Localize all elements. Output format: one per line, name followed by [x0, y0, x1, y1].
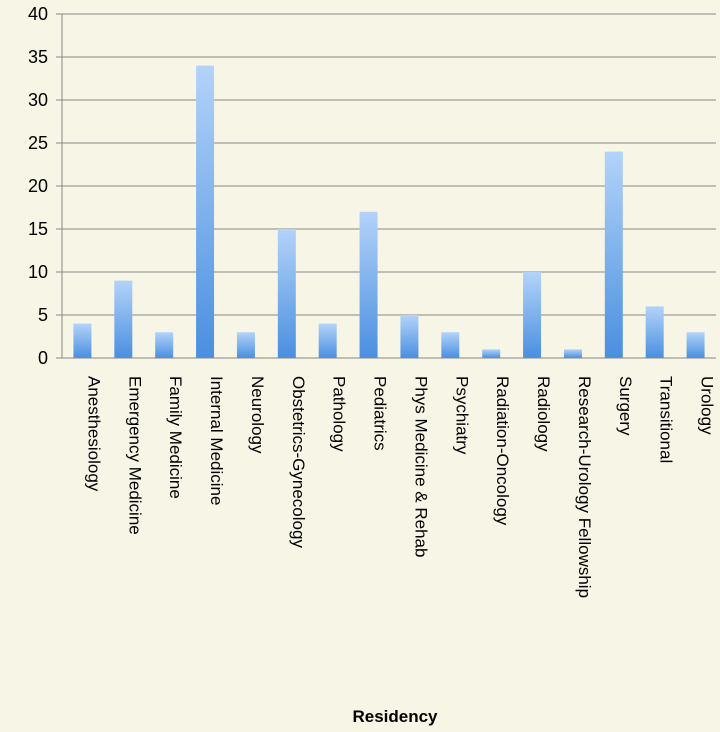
y-tick-label: 40 — [28, 4, 48, 24]
x-tick-label: Phys Medicine & Rehab — [411, 376, 430, 557]
y-tick-label: 0 — [38, 348, 48, 368]
y-tick-label: 10 — [28, 262, 48, 282]
bar — [523, 272, 542, 358]
x-tick-label: Pathology — [330, 376, 349, 452]
x-tick-label: Anesthesiology — [84, 376, 103, 492]
bar — [604, 151, 623, 358]
bar — [441, 332, 460, 358]
bar — [318, 323, 337, 358]
bar — [114, 280, 133, 358]
bar — [236, 332, 255, 358]
y-tick-label: 5 — [38, 305, 48, 325]
x-tick-label: Radiation-Oncology — [493, 376, 512, 526]
x-tick-label: Transitional — [657, 376, 676, 463]
x-tick-label: Research-Urology Fellowship — [575, 376, 594, 598]
x-tick-label: Neurology — [248, 376, 267, 454]
x-tick-label: Psychiatry — [452, 376, 471, 455]
bar — [359, 211, 378, 358]
x-tick-label: Surgery — [616, 376, 635, 436]
y-tick-label: 35 — [28, 47, 48, 67]
bar — [277, 229, 296, 358]
y-tick-label: 25 — [28, 133, 48, 153]
bar — [155, 332, 174, 358]
bar — [686, 332, 705, 358]
y-axis-ticks: 0 5 10 15 20 25 30 35 40 — [28, 4, 63, 368]
x-tick-label: Family Medicine — [166, 376, 185, 499]
x-tick-label: Pediatrics — [371, 376, 390, 451]
bar — [645, 306, 664, 358]
x-axis-labels: Anesthesiology Emergency Medicine Family M… — [84, 376, 716, 598]
gridlines — [62, 13, 716, 359]
x-tick-label: Emergency Medicine — [125, 376, 144, 535]
x-tick-label: Obstetrics-Gynecology — [289, 376, 308, 548]
bars — [73, 65, 705, 358]
bar — [400, 315, 419, 358]
y-tick-label: 30 — [28, 90, 48, 110]
x-tick-label: Radiology — [534, 376, 553, 452]
y-tick-label: 15 — [28, 219, 48, 239]
y-tick-label: 20 — [28, 176, 48, 196]
x-tick-label: Urology — [698, 376, 717, 435]
bar — [482, 349, 501, 358]
bar — [196, 65, 215, 358]
x-tick-label: Internal Medicine — [207, 376, 226, 505]
bar — [73, 323, 92, 358]
x-axis-title: Residency — [352, 707, 438, 726]
bar — [563, 349, 582, 358]
